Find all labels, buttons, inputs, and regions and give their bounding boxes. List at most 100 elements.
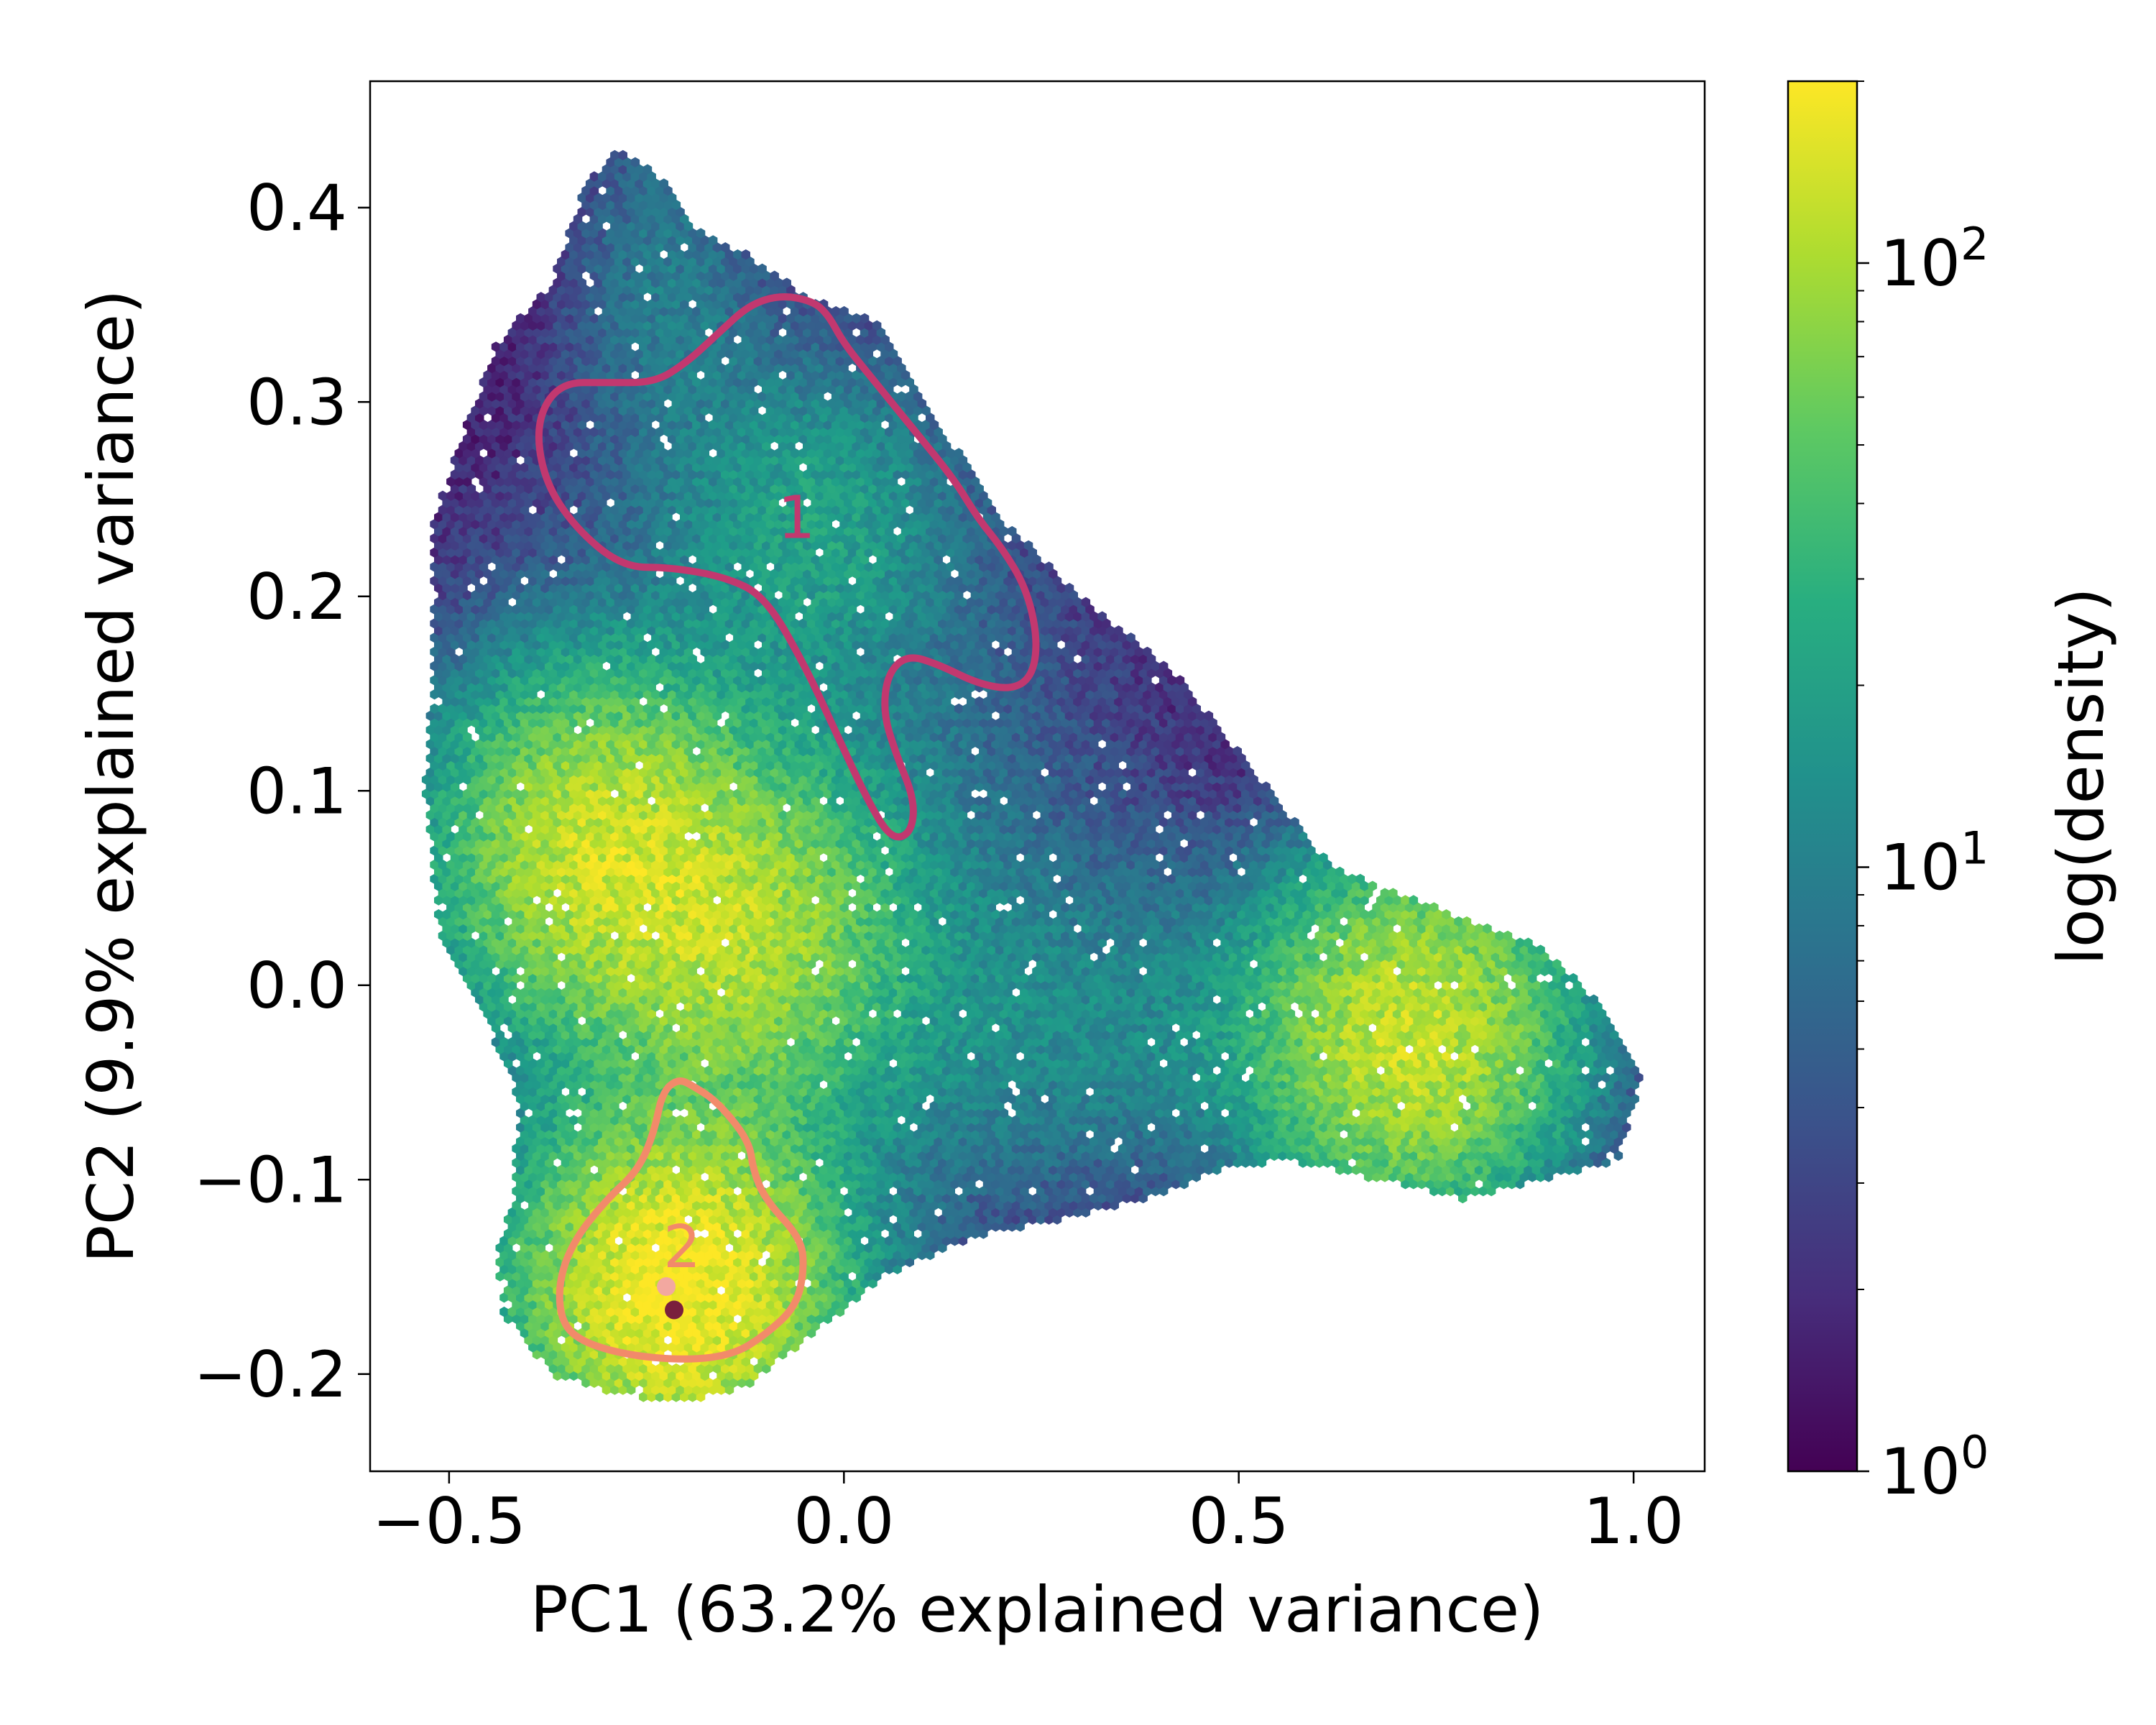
hexbin-cell [831, 1285, 841, 1296]
hexbin-cell [700, 1384, 709, 1395]
hexbin-cell [700, 1328, 709, 1338]
hexbin-cell [749, 1300, 759, 1310]
hexbin-cell [635, 1285, 644, 1296]
hexbin-cell [893, 1249, 902, 1261]
hexbin-cell [938, 1228, 947, 1239]
hexbin-cell [647, 1278, 656, 1289]
hexbin-cell [765, 1228, 775, 1239]
hexbin-cell [745, 1349, 755, 1360]
hexbin-cell [544, 1342, 554, 1353]
hexbin-cell [741, 1313, 750, 1325]
hexbin-cell [557, 1363, 566, 1374]
hexbin-cell [581, 1349, 591, 1360]
hexbin-cell [577, 1256, 586, 1268]
hexbin-cell [724, 1356, 734, 1367]
hexbin-cell [536, 1285, 545, 1296]
hexbin-cell [831, 1228, 841, 1239]
hexbin-cell [540, 1335, 550, 1346]
hexbin-cell [655, 1292, 665, 1303]
hexbin-cell [753, 1236, 763, 1246]
hexbin-cell [811, 1236, 820, 1246]
hexbin-cell [540, 1292, 550, 1303]
hexbin-cell [782, 1342, 791, 1353]
hexbin-cell [745, 1320, 755, 1331]
hexbin-cell [737, 1320, 747, 1331]
hexbin-cell [876, 1264, 886, 1274]
hexbin-cell [823, 1285, 832, 1296]
hexbin-cell [667, 1228, 677, 1239]
hexbin-cell [585, 1243, 595, 1254]
hexbin-cell [712, 1306, 722, 1317]
hexbin-density-layer [421, 150, 1644, 1402]
hexbin-cell [741, 1243, 750, 1254]
hexbin-cell [630, 1236, 640, 1246]
hexbin-cell [762, 1236, 771, 1246]
hexbin-cell [602, 1384, 612, 1395]
hexbin-cell [573, 1292, 583, 1303]
hexbin-cell [642, 1370, 653, 1381]
hexbin-cell [540, 1236, 550, 1246]
hexbin-cell [585, 1285, 595, 1296]
hexbin-cell [926, 1236, 935, 1246]
hexbin-cell [745, 1249, 755, 1261]
hexbin-cell [811, 1292, 820, 1303]
hexbin-cell [938, 1243, 947, 1254]
hexbin-cell [642, 1328, 653, 1338]
hexbin-cell [733, 1256, 742, 1268]
hexbin-cell [864, 1271, 873, 1282]
hexbin-cell [929, 1243, 939, 1254]
hexbin-cell [598, 1292, 607, 1303]
hexbin-cell [770, 1292, 779, 1303]
hexbin-cell [835, 1236, 845, 1246]
hexbin-cell [565, 1278, 574, 1289]
hexbin-cell [610, 1328, 619, 1338]
hexbin-cell [532, 1236, 542, 1246]
hexbin-cell [561, 1342, 571, 1353]
hexbin-cell [642, 1271, 653, 1282]
hexbin-cell [676, 1285, 685, 1296]
hexbin-cell [721, 1292, 730, 1303]
hexbin-cell [680, 1236, 689, 1246]
hexbin-cell [598, 1335, 607, 1346]
hexbin-cell [770, 1306, 779, 1317]
hexbin-cell [606, 1377, 615, 1388]
hexbin-cell [528, 1342, 538, 1353]
hexbin-cell [598, 1249, 607, 1261]
hexbin-cell [671, 1236, 681, 1246]
hexbin-cell [630, 1249, 640, 1261]
hexbin-cell [639, 1292, 648, 1303]
hexbin-cell [844, 1292, 853, 1303]
hexbin-cell [868, 1264, 877, 1274]
hexbin-cell [811, 1306, 820, 1317]
hexbin-cell [594, 1243, 603, 1254]
hexbin-cell [700, 1256, 709, 1268]
hexbin-cell [544, 1313, 554, 1325]
hexbin-cell [765, 1356, 775, 1367]
hexbin-cell [581, 1236, 591, 1246]
hexbin-cell [860, 1249, 870, 1261]
hexbin-cell [823, 1313, 832, 1325]
hexbin-cell [749, 1243, 759, 1254]
hexbin-cell [659, 1328, 668, 1338]
hexbin-cell [778, 1278, 788, 1289]
hexbin-cell [581, 1278, 591, 1289]
hexbin-cell [651, 1313, 660, 1325]
hexbin-cell [885, 1264, 894, 1274]
hexbin-cell [581, 1363, 591, 1374]
hexbin-cell [721, 1236, 730, 1246]
hexbin-cell [606, 1249, 615, 1261]
hexbin-cell [642, 1313, 653, 1325]
hexbin-cell [512, 1285, 521, 1296]
hexbin-cell [536, 1228, 545, 1239]
hexbin-cell [856, 1271, 865, 1282]
hexbin-cell [602, 1228, 612, 1239]
hexbin-cell [594, 1228, 603, 1239]
hexbin-cell [696, 1292, 706, 1303]
hexbin-cell [721, 1377, 730, 1388]
hexbin-cell [614, 1249, 624, 1261]
hexbin-cell [798, 1328, 808, 1338]
hexbin-cell [569, 1300, 579, 1310]
hexbin-cell [729, 1249, 738, 1261]
hexbin-cell [536, 1256, 545, 1268]
hexbin-cell [507, 1221, 517, 1232]
